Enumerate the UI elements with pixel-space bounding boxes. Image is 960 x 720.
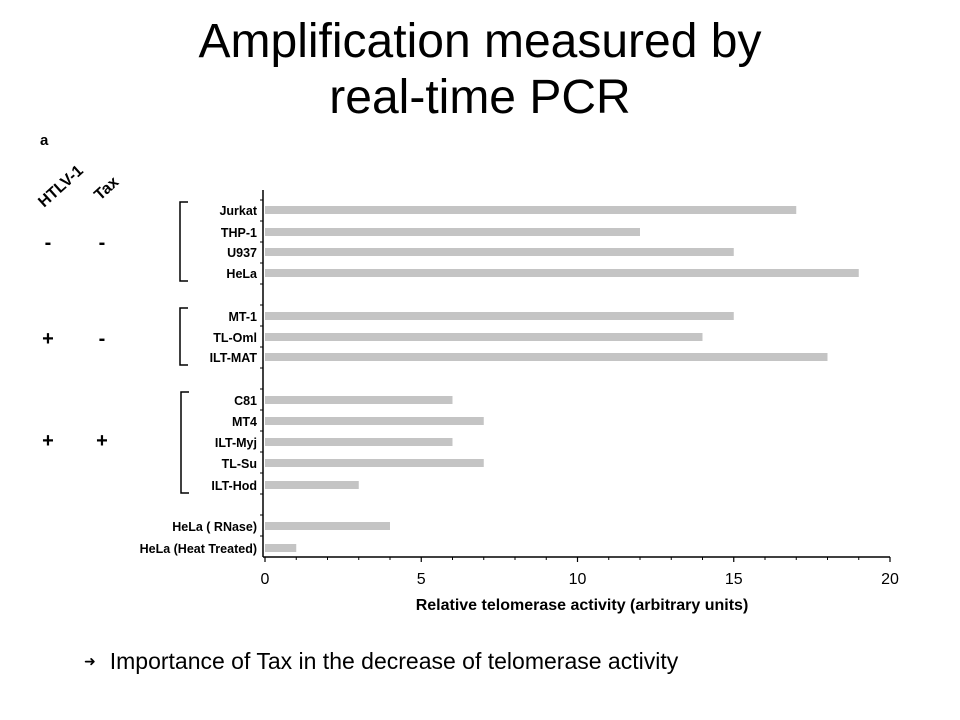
category-label: HeLa <box>226 267 258 281</box>
category-label: Jurkat <box>219 204 257 218</box>
bar <box>265 353 828 361</box>
htlv1-status: + <box>42 328 54 350</box>
bar <box>265 396 453 404</box>
bar <box>265 544 297 552</box>
right-arrow-icon: ➜ <box>84 653 96 669</box>
panel-label: a <box>40 132 49 149</box>
bar <box>265 438 453 446</box>
x-tick-label: 15 <box>725 571 743 588</box>
factor-header-htlv1: HTLV-1 <box>35 162 87 211</box>
htlv1-status: - <box>45 232 52 254</box>
category-label: ILT-Myj <box>215 436 257 450</box>
title-line-2: real-time PCR <box>329 71 631 124</box>
bar <box>265 312 734 320</box>
category-label: TL-Oml <box>213 331 257 345</box>
bar <box>265 206 797 214</box>
group-bracket <box>179 201 188 282</box>
slide-title: Amplification measured by real-time PCR <box>0 14 960 126</box>
bar <box>265 228 640 236</box>
category-label: MT-1 <box>229 310 258 324</box>
category-label: C81 <box>234 394 257 408</box>
bar <box>265 333 703 341</box>
bar <box>265 481 359 489</box>
x-tick-label: 20 <box>881 571 899 588</box>
category-label: THP-1 <box>221 226 257 240</box>
footer-text: Importance of Tax in the decrease of tel… <box>109 648 679 674</box>
x-tick-label: 5 <box>417 571 426 588</box>
group-bracket <box>180 391 189 494</box>
bar <box>265 248 734 256</box>
category-label: ILT-MAT <box>210 351 258 365</box>
group-bracket <box>179 307 188 366</box>
bar <box>265 417 484 425</box>
category-label: U937 <box>227 246 257 260</box>
tax-status: - <box>99 328 106 350</box>
category-label: ILT-Hod <box>211 479 257 493</box>
bar <box>265 459 484 467</box>
x-tick-label: 0 <box>261 571 270 588</box>
tax-status: - <box>99 232 106 254</box>
category-label: MT4 <box>232 415 257 429</box>
footer-note: ➜ Importance of Tax in the decrease of te… <box>84 648 678 675</box>
bar <box>265 269 859 277</box>
x-tick-label: 10 <box>569 571 587 588</box>
factor-header-tax: Tax <box>91 174 122 204</box>
htlv1-status: + <box>42 430 54 452</box>
category-label: HeLa (Heat Treated) <box>140 542 257 556</box>
bar <box>265 522 390 530</box>
x-axis-label: Relative telomerase activity (arbitrary … <box>416 597 749 614</box>
category-label: HeLa ( RNase) <box>172 520 257 534</box>
category-label: TL-Su <box>222 457 257 471</box>
tax-status: + <box>96 430 108 452</box>
title-line-1: Amplification measured by <box>198 15 762 68</box>
